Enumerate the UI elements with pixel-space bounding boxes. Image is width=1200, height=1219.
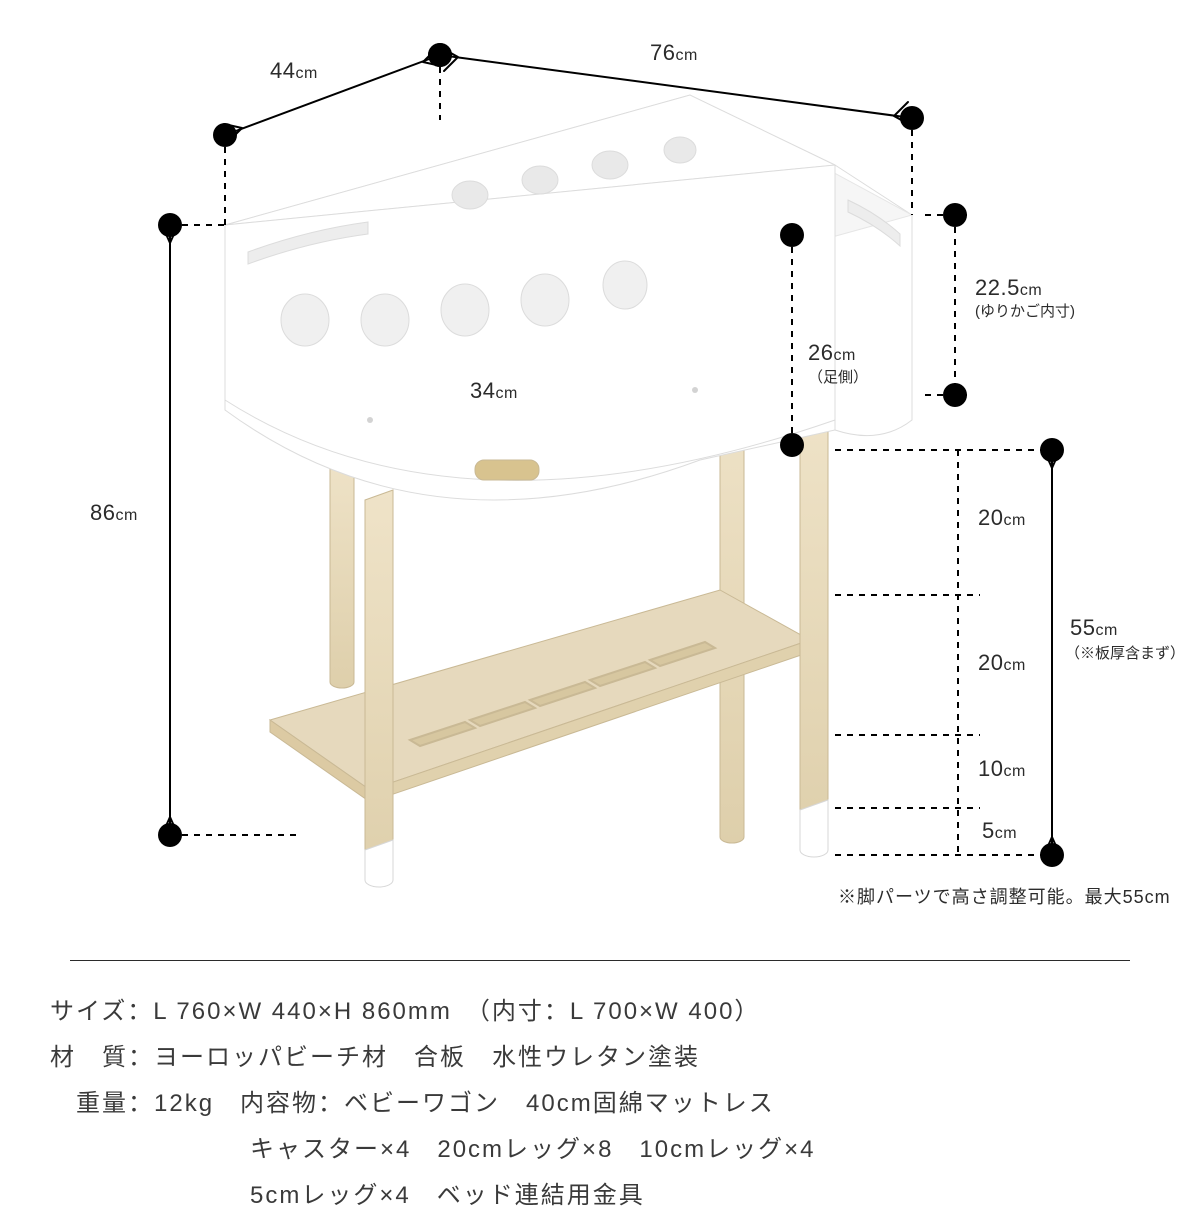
specs-divider xyxy=(70,960,1130,961)
spec-line-2: 材 質：ヨーロッパビーチ材 合板 水性ウレタン塗装 xyxy=(50,1035,1150,1081)
spec-line-5: 5cmレッグ×4 ベッド連結用金具 xyxy=(50,1173,1150,1219)
dim-note-26: （足側） xyxy=(808,366,868,387)
dim-value: 34 xyxy=(470,378,495,403)
dim-value: 5 xyxy=(982,818,995,843)
dim-unit: cm xyxy=(495,385,517,402)
spec-line-1: サイズ：L 760×W 440×H 860mm （内寸：L 700×W 400） xyxy=(50,989,1150,1035)
diagram-area: 44cm 76cm 86cm 34cm 26cm （足側） 22.5cm (ゆり… xyxy=(0,0,1200,940)
dim-label-76: 76cm xyxy=(650,40,698,66)
dim-label-5: 5cm xyxy=(982,818,1017,844)
page-root: 44cm 76cm 86cm 34cm 26cm （足側） 22.5cm (ゆり… xyxy=(0,0,1200,1210)
dim-label-26: 26cm xyxy=(808,340,856,366)
dim-label-44: 44cm xyxy=(270,58,318,84)
dim-label-55: 55cm xyxy=(1070,615,1118,641)
dim-note-55: （※板厚含まず） xyxy=(1065,642,1185,663)
specs-block: サイズ：L 760×W 440×H 860mm （内寸：L 700×W 400）… xyxy=(50,960,1150,1219)
dim-unit: cm xyxy=(1020,282,1042,299)
dim-value: 26 xyxy=(808,340,833,365)
dim-note-225: (ゆりかご内寸) xyxy=(975,300,1075,321)
dim-value: 10 xyxy=(978,756,1003,781)
dim-line-legs xyxy=(835,450,1060,855)
dim-label-20a: 20cm xyxy=(978,505,1026,531)
brand-badge xyxy=(475,460,539,480)
dim-value: 22.5 xyxy=(975,275,1020,300)
spec-line-3: 重量：12kg 内容物：ベビーワゴン 40cm固綿マットレス xyxy=(50,1081,1150,1127)
dim-unit: cm xyxy=(1003,512,1025,529)
dim-value: 76 xyxy=(650,40,675,65)
dim-value: 20 xyxy=(978,505,1003,530)
dim-unit: cm xyxy=(295,65,317,82)
spec-line-4: キャスター×4 20cmレッグ×8 10cmレッグ×4 xyxy=(50,1127,1150,1173)
footnote: ※脚パーツで高さ調整可能。最大55cm xyxy=(838,883,1171,909)
dim-unit: cm xyxy=(675,47,697,64)
dim-unit: cm xyxy=(1003,657,1025,674)
dim-unit: cm xyxy=(995,825,1017,842)
dim-value: 44 xyxy=(270,58,295,83)
dim-value: 55 xyxy=(1070,615,1095,640)
dim-value: 86 xyxy=(90,500,115,525)
dim-unit: cm xyxy=(833,347,855,364)
dim-label-10: 10cm xyxy=(978,756,1026,782)
dim-unit: cm xyxy=(1003,763,1025,780)
product-svg xyxy=(0,0,1200,940)
dim-line-225 xyxy=(925,215,970,395)
foot-caps xyxy=(365,800,828,887)
dim-label-86: 86cm xyxy=(90,500,138,526)
dim-value: 20 xyxy=(978,650,1003,675)
dim-unit: cm xyxy=(1095,622,1117,639)
dim-label-20b: 20cm xyxy=(978,650,1026,676)
dim-unit: cm xyxy=(115,507,137,524)
dim-label-34: 34cm xyxy=(470,378,518,404)
dim-label-225: 22.5cm xyxy=(975,275,1042,301)
